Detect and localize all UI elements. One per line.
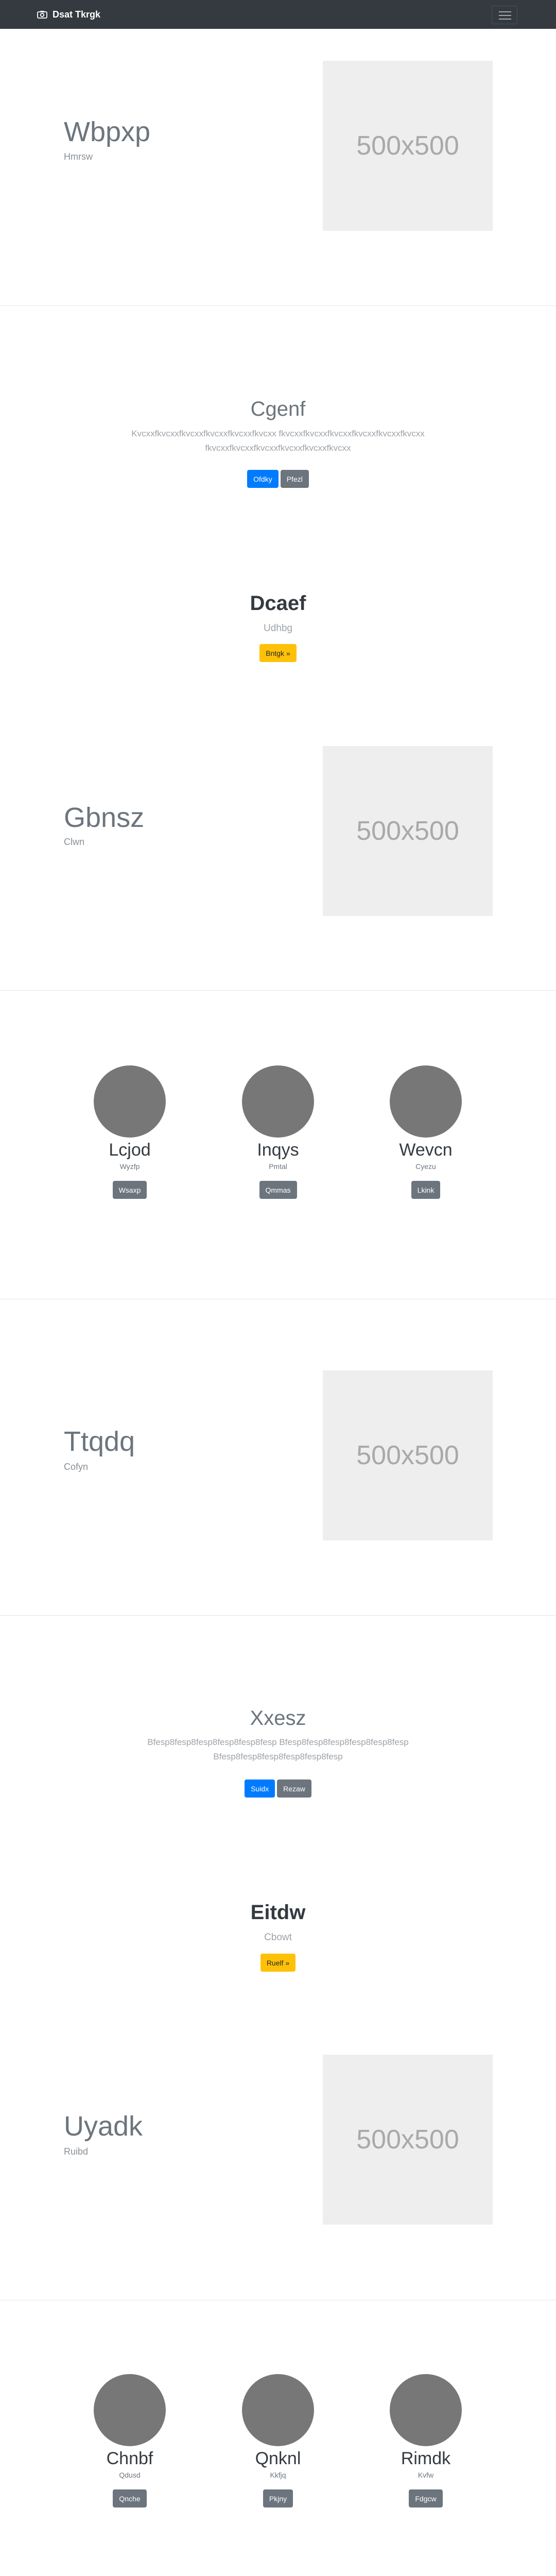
hamburger-icon <box>499 11 511 12</box>
jumbotron-lead: Kvcxxfkvcxxfkvcxxfkvcxxfkvcxxfkvcxx fkvc… <box>0 427 556 455</box>
cta-button[interactable]: Bntgk » <box>259 644 297 662</box>
member-name: Chnbf <box>106 2449 153 2468</box>
avatar <box>390 2374 462 2446</box>
jumbotron-actions: Suidx Rezaw <box>0 1780 556 1798</box>
member-role: Wyzfp <box>119 1162 140 1171</box>
feature-subtitle: Clwn <box>64 837 85 847</box>
member-button[interactable]: Pkjny <box>263 2489 293 2507</box>
primary-button[interactable]: Ofdky <box>247 470 279 488</box>
cta-button[interactable]: Ruelf » <box>260 1954 296 1972</box>
member-name: Qnknl <box>255 2449 301 2468</box>
team-member: Wevcn Cyezu Lkink <box>374 1065 477 1199</box>
lead-line: Bfesp8fesp8fesp8fesp8fesp8fesp <box>213 1752 343 1761</box>
cta-subtitle: Udhbg <box>264 623 292 634</box>
avatar <box>94 1065 166 1138</box>
divider <box>0 990 556 991</box>
team-member: Chnbf Qdusd Qnche <box>78 2374 181 2507</box>
cta-actions: Bntgk » <box>0 644 556 662</box>
member-name: Inqys <box>257 1140 299 1160</box>
lead-line: Kvcxxfkvcxxfkvcxxfkvcxxfkvcxxfkvcxx fkvc… <box>131 429 425 438</box>
member-role: Kkfjq <box>270 2471 286 2479</box>
jumbotron-lead: Bfesp8fesp8fesp8fesp8fesp8fesp Bfesp8fes… <box>0 1735 556 1764</box>
avatar <box>94 2374 166 2446</box>
feature-subtitle: Hmrsw <box>64 151 93 162</box>
primary-button[interactable]: Suidx <box>245 1780 275 1798</box>
navbar: Dsat Tkrgk <box>0 0 556 29</box>
member-button[interactable]: Lkink <box>411 1181 441 1199</box>
navbar-brand[interactable]: Dsat Tkrgk <box>37 0 100 29</box>
brand-name: Dsat Tkrgk <box>53 9 101 20</box>
jumbotron-actions: Ofdky Pfezl <box>0 470 556 488</box>
member-name: Wevcn <box>399 1140 453 1160</box>
team-member: Qnknl Kkfjq Pkjny <box>227 2374 329 2507</box>
member-button[interactable]: Wsaxp <box>112 1181 147 1199</box>
divider <box>0 1615 556 1616</box>
placeholder-image: 500x500 <box>323 1370 493 1540</box>
feature-title: Wbpxp <box>64 116 151 147</box>
secondary-button[interactable]: Rezaw <box>277 1780 311 1798</box>
cta-subtitle: Cbowt <box>264 1932 292 1943</box>
feature-title: Gbnsz <box>64 802 145 833</box>
member-role: Kvfw <box>418 2471 434 2479</box>
lead-line: fkvcxxfkvcxxfkvcxxfkvcxxfkvcxxfkvcxx <box>205 443 351 453</box>
placeholder-image: 500x500 <box>323 61 493 231</box>
member-role: Qdusd <box>119 2471 141 2479</box>
placeholder-image: 500x500 <box>323 2055 493 2225</box>
menu-toggle-button[interactable] <box>492 6 517 24</box>
cta-title: Dcaef <box>250 592 306 615</box>
jumbotron-title: Cgenf <box>250 398 306 420</box>
feature-subtitle: Cofyn <box>64 1462 89 1472</box>
cta-title: Eitdw <box>250 1901 306 1924</box>
member-name: Rimdk <box>401 2449 451 2468</box>
member-button[interactable]: Qmmas <box>259 1181 297 1199</box>
member-button[interactable]: Qnche <box>113 2489 147 2507</box>
avatar <box>242 1065 314 1138</box>
team-member: Rimdk Kvfw Fdgcw <box>374 2374 477 2507</box>
avatar <box>242 2374 314 2446</box>
member-role: Cyezu <box>415 1162 436 1171</box>
camera-icon <box>37 11 47 19</box>
avatar <box>390 1065 462 1138</box>
member-button[interactable]: Fdgcw <box>409 2489 443 2507</box>
team-member: Inqys Pmtal Qmmas <box>227 1065 329 1199</box>
feature-title: Uyadk <box>64 2111 143 2142</box>
member-name: Lcjod <box>109 1140 151 1160</box>
lead-line: Bfesp8fesp8fesp8fesp8fesp8fesp Bfesp8fes… <box>147 1737 409 1747</box>
jumbotron-title: Xxesz <box>250 1707 306 1730</box>
feature-title: Ttqdq <box>64 1426 135 1457</box>
feature-subtitle: Ruibd <box>64 2146 89 2157</box>
secondary-button[interactable]: Pfezl <box>280 470 309 488</box>
placeholder-image: 500x500 <box>323 746 493 916</box>
member-role: Pmtal <box>269 1162 287 1171</box>
cta-actions: Ruelf » <box>0 1954 556 1972</box>
team-member: Lcjod Wyzfp Wsaxp <box>78 1065 181 1199</box>
